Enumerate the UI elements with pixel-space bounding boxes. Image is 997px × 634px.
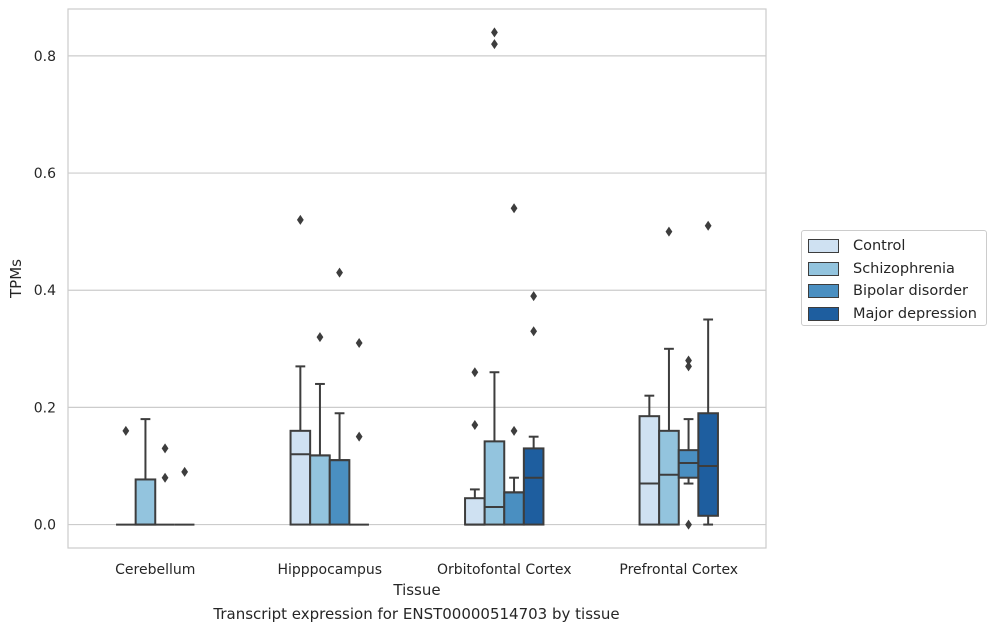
outlier-point — [181, 466, 189, 477]
x-axis-ticks: Cerebellum Hipppocampus Orbitofontal Corte… — [115, 562, 738, 578]
outlier-point — [471, 367, 479, 378]
box — [638, 415, 661, 526]
x-tick-label: Orbitofontal Cortex — [437, 562, 572, 578]
series-schizophrenia — [134, 27, 680, 526]
outlier-point — [161, 443, 169, 454]
legend-label: Major depression — [853, 305, 977, 322]
x-axis-title: Tissue — [392, 581, 440, 599]
legend-swatch — [808, 239, 839, 254]
outlier-point — [161, 472, 169, 483]
outlier-point — [316, 332, 324, 343]
box-series — [116, 27, 719, 530]
outlier-point — [471, 419, 479, 430]
y-tick-label: 0.4 — [34, 283, 56, 299]
box — [289, 429, 312, 526]
series-bipolar-disorder — [155, 203, 700, 530]
legend-item: Schizophrenia — [808, 258, 986, 281]
legend-swatch — [808, 261, 839, 276]
legend: Control Schizophrenia Bipolar disorder Majo… — [801, 230, 987, 326]
legend-label: Control — [853, 238, 906, 255]
outlier-point — [296, 214, 304, 225]
outlier-point — [510, 425, 518, 436]
box — [658, 429, 680, 526]
outlier-point — [491, 27, 498, 38]
x-tick-label: Prefrontal Cortex — [619, 562, 738, 578]
box — [464, 497, 486, 526]
y-tick-label: 0.6 — [34, 166, 56, 182]
box — [503, 491, 525, 526]
y-tick-label: 0.0 — [34, 518, 56, 534]
y-tick-label: 0.2 — [34, 400, 56, 416]
x-tick-label: Cerebellum — [115, 562, 195, 578]
series-major-depression — [174, 220, 719, 526]
outlier-point — [491, 39, 498, 50]
x-tick-label: Hipppocampus — [277, 562, 382, 578]
legend-swatch — [808, 284, 839, 299]
outlier-point — [685, 361, 692, 372]
outlier-point — [510, 203, 518, 214]
outlier-point — [685, 519, 692, 530]
outlier-point — [336, 267, 343, 278]
y-tick-label: 0.8 — [34, 49, 56, 65]
legend-item: Major depression — [808, 303, 986, 326]
plot-area-frame — [67, 8, 767, 549]
chart-caption: Transcript expression for ENST0000051470… — [213, 605, 620, 623]
outlier-point — [530, 291, 538, 302]
box — [328, 459, 351, 526]
outlier-point — [530, 326, 538, 337]
box — [483, 440, 506, 526]
box — [134, 478, 157, 526]
y-axis-title: TPMs — [7, 259, 25, 299]
box — [309, 454, 331, 526]
outlier-point — [355, 337, 363, 348]
legend-label: Bipolar disorder — [853, 283, 968, 300]
box — [522, 447, 545, 526]
outlier-point — [685, 355, 692, 366]
legend-swatch — [808, 306, 839, 321]
legend-label: Schizophrenia — [853, 260, 955, 277]
outlier-point — [122, 425, 130, 436]
series-control — [116, 214, 661, 526]
outlier-point — [665, 226, 673, 237]
y-axis-ticks: 0.0 0.2 0.4 0.6 0.8 — [34, 49, 56, 534]
outlier-point — [355, 431, 363, 442]
legend-item: Control — [808, 235, 986, 258]
legend-item: Bipolar disorder — [808, 280, 986, 303]
outlier-point — [704, 220, 712, 231]
box — [697, 412, 719, 517]
